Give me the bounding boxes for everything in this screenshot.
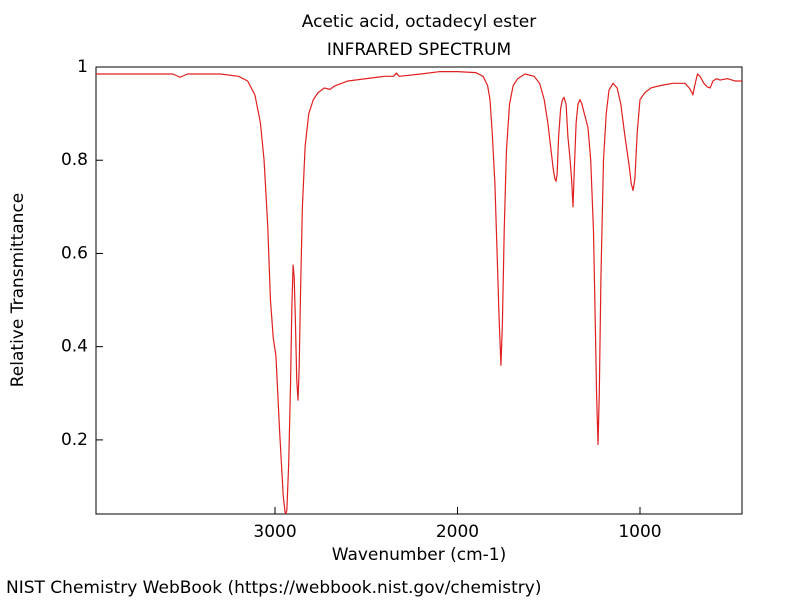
x-tick-label: 3000 xyxy=(253,522,296,542)
y-tick-label: 0.8 xyxy=(61,150,88,170)
y-tick-label: 0.4 xyxy=(61,337,88,357)
x-axis-label: Wavenumber (cm-1) xyxy=(332,545,507,565)
x-tick-label: 2000 xyxy=(436,522,479,542)
y-axis-label: Relative Transmittance xyxy=(8,193,28,388)
chart-title: Acetic acid, octadecyl ester xyxy=(302,12,536,32)
plot-frame xyxy=(95,66,743,515)
chart-subtitle: INFRARED SPECTRUM xyxy=(327,40,511,60)
spectrum-line xyxy=(96,71,742,515)
y-tick-label: 0.2 xyxy=(61,430,88,450)
footer: NIST Chemistry WebBook (https://webbook.… xyxy=(6,578,541,598)
y-tick-label: 0.6 xyxy=(61,243,88,263)
y-tick-label: 1 xyxy=(77,57,88,77)
x-tick-label: 1000 xyxy=(618,522,661,542)
